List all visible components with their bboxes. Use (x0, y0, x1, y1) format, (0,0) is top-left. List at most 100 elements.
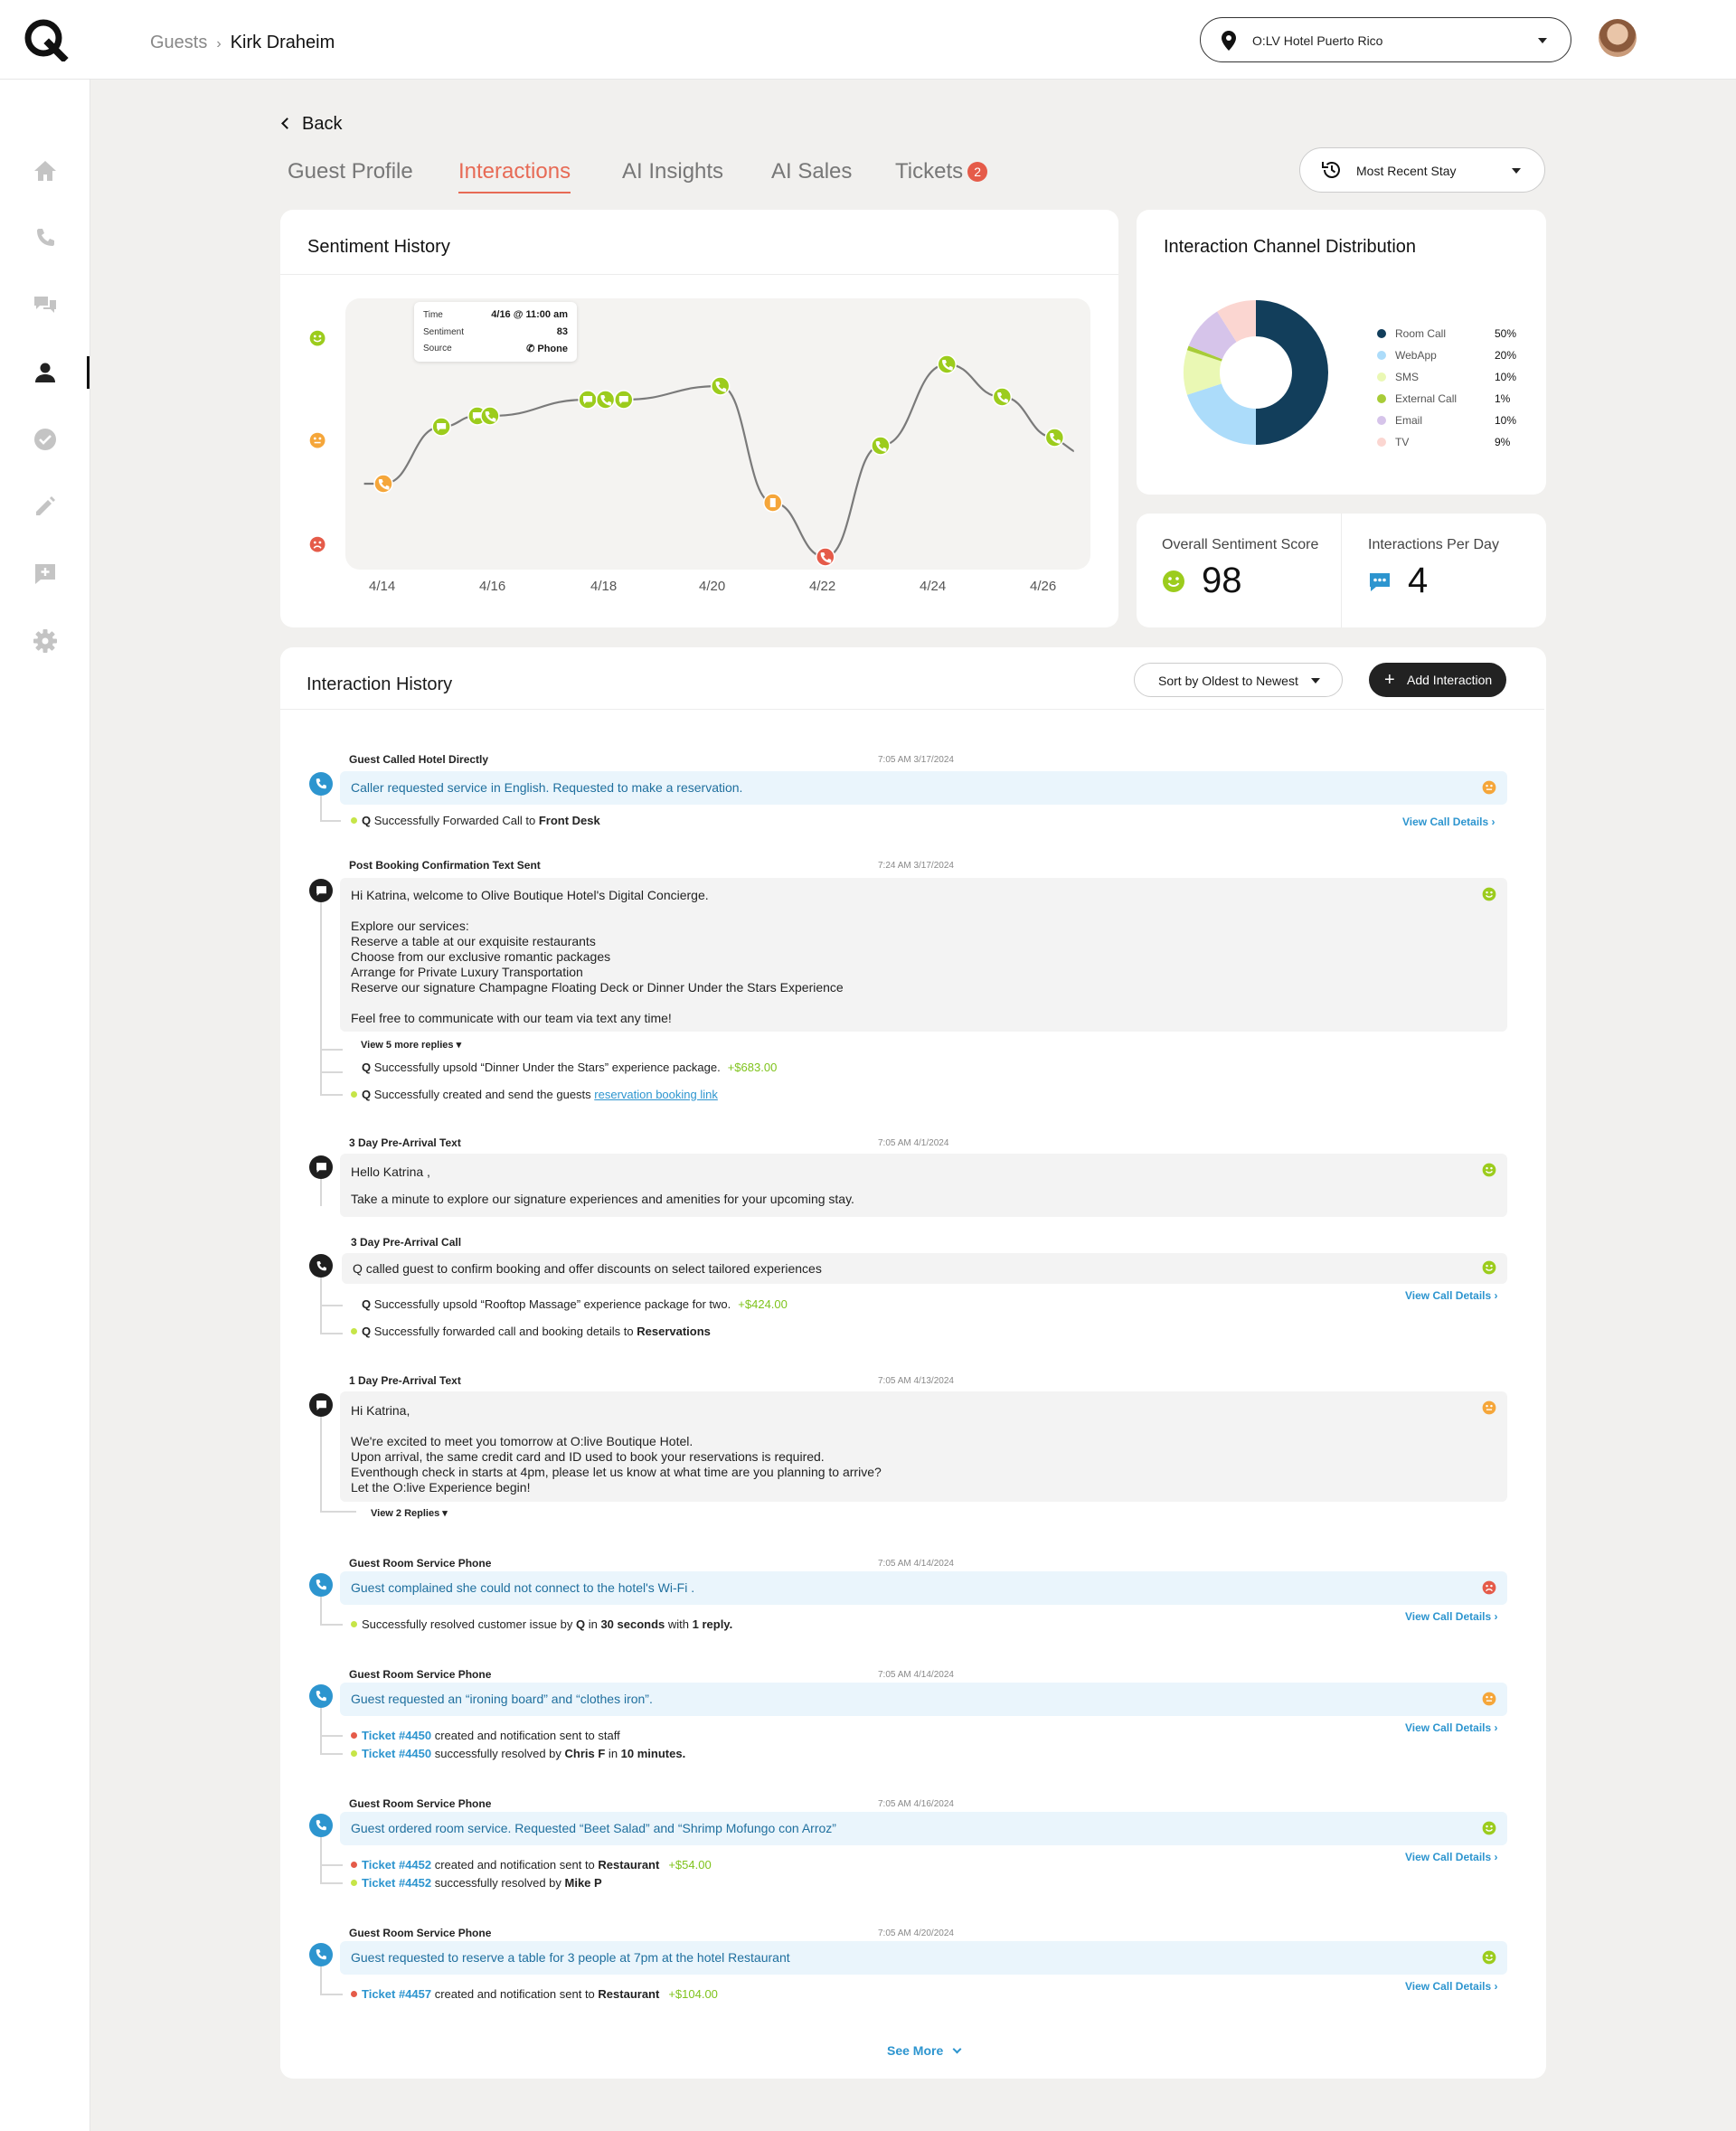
back-link[interactable]: Back (281, 114, 343, 135)
sentiment-chart (309, 330, 1075, 567)
message-line: Explore our services: (351, 919, 469, 933)
user-avatar[interactable] (1599, 19, 1637, 57)
result-text: created and notification sent to staff (431, 1729, 620, 1742)
phone-call-icon (309, 772, 333, 796)
sentiment-point-phone[interactable] (595, 390, 616, 410)
sentiment-point-phone[interactable] (992, 387, 1013, 407)
thread-line (320, 1753, 343, 1755)
donut-slice[interactable] (1186, 345, 1222, 362)
ticket-link[interactable]: Ticket #4452 (362, 1858, 432, 1872)
result-text: successfully resolved by (431, 1876, 565, 1890)
tooltip-time-value: 4/16 @ 11:00 am (491, 309, 568, 320)
thread-line (320, 1994, 343, 1995)
legend-percent: 50% (1495, 327, 1517, 340)
donut-slice[interactable] (1184, 350, 1222, 395)
view-call-details-label: View Call Details (1405, 1851, 1492, 1863)
breadcrumb-guests[interactable]: Guests (150, 33, 208, 52)
sentiment-point-chat[interactable] (431, 417, 451, 437)
interaction-message: Guest requested to reserve a table for 3… (340, 1941, 1507, 1975)
stay-selector[interactable]: Most Recent Stay (1299, 147, 1545, 193)
see-more-button[interactable]: See More (887, 2043, 962, 2058)
view-call-details-label: View Call Details (1405, 1289, 1492, 1302)
sort-dropdown[interactable]: Sort by Oldest to Newest (1134, 663, 1343, 697)
card-divider (280, 274, 1118, 275)
x-tick-label: 4/22 (809, 579, 836, 594)
interaction-title: Guest Room Service Phone (349, 1668, 492, 1681)
message-line: Reserve our signature Champagne Floating… (351, 980, 844, 995)
back-label: Back (302, 114, 343, 134)
interaction-title: Guest Room Service Phone (349, 1557, 492, 1570)
neutral-face-icon (309, 432, 326, 448)
result-text: in (605, 1747, 621, 1760)
view-more-replies[interactable]: View 5 more replies ▾ (361, 1039, 461, 1051)
chevron-right-icon: › (1494, 1289, 1498, 1302)
chevron-down-icon (952, 2044, 962, 2054)
sentiment-point-chat[interactable] (614, 390, 634, 410)
distribution-title: Interaction Channel Distribution (1164, 237, 1417, 257)
q-label: Q (362, 1325, 372, 1338)
user-icon[interactable] (31, 356, 90, 389)
phone-icon[interactable] (31, 223, 60, 252)
view-call-details-link[interactable]: View Call Details › (1405, 1289, 1498, 1302)
x-tick-label: 4/20 (699, 579, 726, 594)
view-call-details-link[interactable]: View Call Details › (1405, 1851, 1498, 1863)
result-text: Successfully Forwarded Call to (371, 814, 539, 827)
tab-tickets[interactable]: Tickets 2 (895, 159, 988, 184)
sentiment-point-phone[interactable] (937, 354, 957, 374)
interaction-message: Guest requested an “ironing board” and “… (340, 1683, 1507, 1716)
donut-slice[interactable] (1217, 300, 1256, 343)
q-label: Q (362, 814, 372, 827)
legend-label: SMS (1395, 371, 1420, 383)
ticket-link[interactable]: Ticket #4452 (362, 1876, 432, 1890)
phone-call-icon (309, 1814, 333, 1837)
donut-slice[interactable] (1186, 383, 1256, 445)
phone-call-icon (309, 1254, 333, 1278)
sentiment-point-phone[interactable] (1044, 428, 1065, 448)
ticket-link[interactable]: Ticket #4457 (362, 1987, 432, 2001)
feedback-icon[interactable] (31, 560, 60, 589)
donut-slice[interactable] (1188, 311, 1237, 360)
sentiment-point-phone[interactable] (480, 406, 500, 426)
thread-line (320, 1511, 356, 1513)
legend-swatch (1377, 416, 1386, 425)
view-call-details-link[interactable]: View Call Details › (1405, 1721, 1498, 1734)
view-call-details-link[interactable]: View Call Details › (1405, 1980, 1498, 1993)
tab-interactions[interactable]: Interactions (458, 159, 571, 193)
add-interaction-button[interactable]: + Add Interaction (1369, 663, 1506, 697)
hotel-selector[interactable]: O:LV Hotel Puerto Rico (1200, 17, 1571, 62)
settings-icon[interactable] (31, 627, 60, 655)
sentiment-point-chat[interactable] (578, 390, 598, 410)
check-icon[interactable] (31, 425, 60, 454)
view-call-details-link[interactable]: View Call Details › (1402, 816, 1495, 828)
interaction-message: Hello Katrina , Take a minute to explore … (340, 1154, 1507, 1217)
reservation-booking-link[interactable]: reservation booking link (594, 1088, 718, 1101)
sentiment-point-phone[interactable] (710, 376, 731, 396)
sentiment-point-phone[interactable] (816, 547, 835, 567)
tooltip-source-text: Phone (537, 344, 568, 354)
view-more-replies[interactable]: View 2 Replies ▾ (371, 1507, 448, 1519)
ticket-link[interactable]: Ticket #4450 (362, 1729, 432, 1742)
neutral-face-icon (1482, 780, 1496, 798)
edit-icon[interactable] (31, 492, 60, 521)
result-text: Successfully upsold “Rooftop Massage” ex… (371, 1297, 731, 1311)
home-icon[interactable] (31, 156, 60, 185)
interaction-result: Q Successfully created and send the gues… (351, 1088, 718, 1101)
sentiment-point-phone[interactable] (373, 474, 393, 494)
tab-guest-profile[interactable]: Guest Profile (288, 159, 413, 184)
donut-slice[interactable] (1256, 300, 1328, 445)
thread-line (320, 796, 322, 821)
q-logo[interactable] (22, 16, 71, 61)
chevron-right-icon: › (1491, 816, 1495, 828)
tab-ai-sales[interactable]: AI Sales (771, 159, 853, 184)
tooltip-sentiment-value: 83 (556, 326, 568, 337)
message-line: Upon arrival, the same credit card and I… (351, 1449, 825, 1464)
interaction-title: Guest Room Service Phone (349, 1927, 492, 1939)
result-text: successfully resolved by (431, 1747, 565, 1760)
status-dot (351, 1091, 357, 1098)
sentiment-point-phone[interactable] (871, 436, 891, 456)
view-call-details-link[interactable]: View Call Details › (1405, 1610, 1498, 1623)
chat-icon[interactable] (31, 290, 60, 319)
tab-ai-insights[interactable]: AI Insights (622, 159, 724, 184)
sentiment-point-webapp[interactable] (763, 493, 783, 513)
ticket-link[interactable]: Ticket #4450 (362, 1747, 432, 1760)
